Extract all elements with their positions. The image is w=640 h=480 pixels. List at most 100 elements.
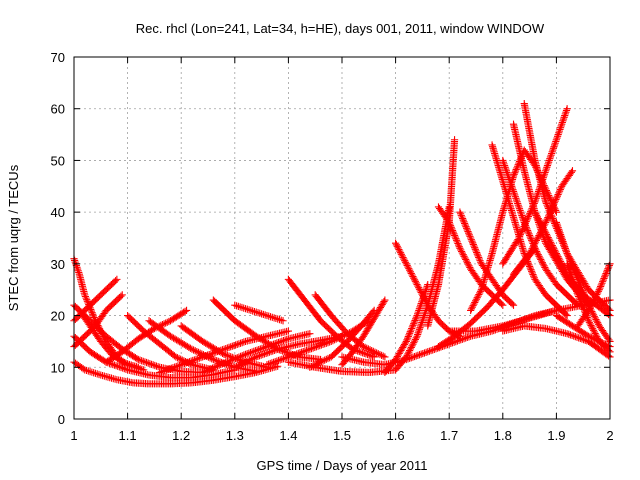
data-point-marker xyxy=(453,238,461,246)
data-point-marker xyxy=(217,346,225,354)
data-point-marker xyxy=(232,302,241,310)
data-point-marker xyxy=(270,346,278,354)
data-point-marker xyxy=(271,358,279,366)
data-point-marker xyxy=(359,332,368,340)
data-point-marker xyxy=(506,177,514,185)
data-point-marker xyxy=(545,193,554,201)
data-point-marker xyxy=(269,358,278,366)
data-point-marker xyxy=(584,317,593,325)
data-point-marker xyxy=(416,303,424,311)
data-point-marker xyxy=(546,153,555,161)
data-point-marker xyxy=(564,263,572,271)
data-point-marker xyxy=(571,282,579,290)
data-point-marker xyxy=(457,336,465,344)
data-point-marker xyxy=(550,143,558,151)
data-point-marker xyxy=(542,199,550,208)
data-point-marker xyxy=(458,213,466,221)
data-point-marker xyxy=(406,329,414,337)
data-point-marker xyxy=(186,344,194,352)
data-point-marker xyxy=(231,363,239,371)
data-point-marker xyxy=(230,342,238,350)
data-point-marker xyxy=(554,190,562,199)
data-point-marker xyxy=(556,125,564,133)
data-point-marker xyxy=(395,349,403,358)
data-point-marker xyxy=(236,352,245,360)
data-point-marker xyxy=(407,269,415,278)
data-point-marker xyxy=(420,311,428,320)
data-point-marker xyxy=(394,244,402,252)
data-point-marker xyxy=(378,300,386,309)
data-point-marker xyxy=(270,314,278,322)
series-arc-14 xyxy=(199,330,314,377)
data-point-marker xyxy=(161,367,169,375)
data-point-marker xyxy=(531,240,539,248)
data-point-marker xyxy=(558,120,566,128)
data-point-marker xyxy=(203,351,212,359)
data-point-marker xyxy=(576,297,585,305)
data-point-marker xyxy=(585,318,593,326)
data-point-marker xyxy=(366,320,375,328)
data-point-marker xyxy=(551,139,559,147)
data-point-marker xyxy=(523,226,532,235)
y-tick-label: 0 xyxy=(58,412,65,427)
data-point-marker xyxy=(263,311,271,320)
data-point-marker xyxy=(250,354,259,362)
data-point-marker xyxy=(533,211,541,219)
data-point-marker xyxy=(256,309,264,317)
data-point-marker xyxy=(531,198,539,206)
data-point-marker xyxy=(379,352,387,360)
x-tick-label: 1.5 xyxy=(333,428,351,443)
data-point-marker xyxy=(418,290,426,298)
chart-title: Rec. rhcl (Lon=241, Lat=34, h=HE), days … xyxy=(136,21,545,36)
data-point-marker xyxy=(189,346,198,354)
data-point-marker xyxy=(405,265,413,273)
data-point-marker xyxy=(553,251,561,259)
data-point-marker xyxy=(518,227,526,236)
data-point-marker xyxy=(279,317,287,325)
data-point-marker xyxy=(530,272,538,280)
data-point-marker xyxy=(245,349,253,357)
data-point-marker xyxy=(112,362,120,370)
data-point-marker xyxy=(500,160,508,168)
data-point-marker xyxy=(129,361,137,370)
data-point-marker xyxy=(539,175,547,183)
data-point-marker xyxy=(375,305,384,313)
data-point-marker xyxy=(575,334,583,342)
data-point-marker xyxy=(474,292,482,300)
data-point-marker xyxy=(540,262,548,270)
data-point-marker xyxy=(265,348,274,356)
data-point-marker xyxy=(605,263,613,271)
data-point-marker xyxy=(182,359,190,367)
data-point-marker xyxy=(539,224,547,232)
data-point-marker xyxy=(297,348,306,356)
data-point-marker xyxy=(374,350,382,358)
data-point-marker xyxy=(549,243,557,251)
data-point-marker xyxy=(272,314,280,323)
data-point-marker xyxy=(559,262,567,270)
data-point-marker xyxy=(199,337,207,346)
data-point-marker xyxy=(361,329,369,337)
data-point-marker xyxy=(556,257,565,266)
data-point-marker xyxy=(514,199,522,208)
data-point-marker xyxy=(414,310,422,318)
data-point-marker xyxy=(554,224,562,232)
data-point-marker xyxy=(458,249,466,257)
data-point-marker xyxy=(238,352,246,360)
data-point-marker xyxy=(228,342,236,350)
data-point-marker xyxy=(220,359,228,367)
data-point-marker xyxy=(604,352,613,360)
data-point-marker xyxy=(357,348,365,356)
data-point-marker xyxy=(398,252,406,260)
data-point-marker xyxy=(321,340,329,348)
data-point-marker xyxy=(181,307,189,315)
data-point-marker xyxy=(182,341,190,350)
data-point-marker xyxy=(179,340,187,348)
data-point-marker xyxy=(395,245,403,254)
data-point-marker xyxy=(535,231,543,240)
data-point-marker xyxy=(266,359,274,368)
data-point-marker xyxy=(528,267,536,275)
data-point-marker xyxy=(189,356,197,365)
data-point-marker xyxy=(370,314,378,322)
y-tick-label: 20 xyxy=(51,309,65,324)
data-point-marker xyxy=(544,213,552,222)
